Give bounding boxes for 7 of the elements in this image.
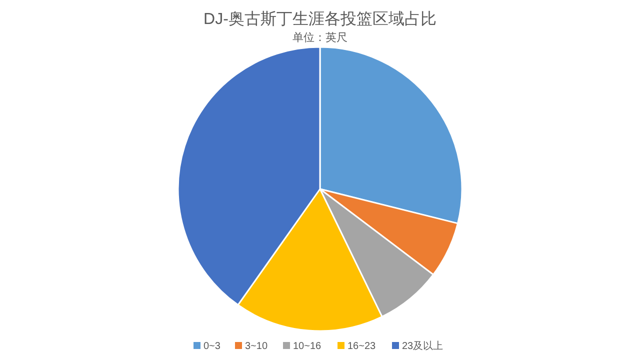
legend-label: 3~10 bbox=[245, 341, 268, 352]
chart-title: DJ-奥古斯丁生涯各投篮区域占比 bbox=[204, 10, 436, 28]
chart-subtitle: 单位：英尺 bbox=[292, 31, 348, 44]
legend-label: 16~23 bbox=[348, 341, 376, 352]
legend-label: 23及以上 bbox=[402, 340, 444, 352]
legend-label: 10~16 bbox=[293, 341, 322, 352]
legend-label: 0~3 bbox=[204, 341, 221, 352]
